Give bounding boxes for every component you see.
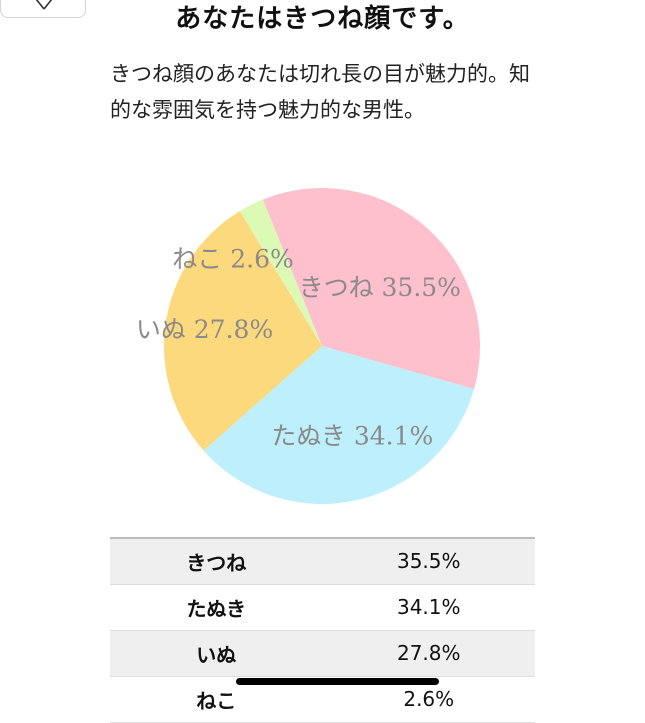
pie-chart: きつね 35.5% たぬき 34.1% いぬ 27.8% ねこ 2.6% <box>136 187 481 504</box>
row-name: きつね <box>110 538 323 585</box>
table-row: たぬき 34.1% <box>110 584 535 631</box>
home-indicator[interactable] <box>236 678 439 685</box>
pie-slices <box>164 187 481 504</box>
row-percent: 27.8% <box>322 630 535 677</box>
close-icon <box>32 0 54 13</box>
close-button[interactable] <box>0 0 86 18</box>
row-name: いぬ <box>110 630 323 677</box>
result-title: あなたはきつね顔です。 <box>175 4 470 34</box>
pie-label-4: ねこ 2.6% <box>172 244 293 273</box>
row-name: たぬき <box>110 584 323 631</box>
pie-label-3: いぬ 27.8% <box>136 315 273 344</box>
pie-slice-3 <box>164 211 322 451</box>
pie-label-2: たぬき 34.1% <box>271 421 433 450</box>
row-percent: 35.5% <box>322 538 535 585</box>
pie-slice-1 <box>262 187 481 390</box>
pie-slice-2 <box>203 346 475 504</box>
result-table: きつね 35.5% たぬき 34.1% いぬ 27.8% ねこ 2.6% <box>110 537 535 723</box>
pie-label-1: きつね 35.5% <box>299 273 461 302</box>
row-percent: 34.1% <box>322 584 535 631</box>
table-row: きつね 35.5% <box>110 538 535 585</box>
result-description: きつね顔のあなたは切れ長の目が魅力的。知的な雰囲気を持つ魅力的な男性。 <box>110 62 530 122</box>
pie-slice-4 <box>239 199 322 346</box>
table-row: いぬ 27.8% <box>110 630 535 677</box>
pie-labels: きつね 35.5% たぬき 34.1% いぬ 27.8% ねこ 2.6% <box>136 244 461 450</box>
